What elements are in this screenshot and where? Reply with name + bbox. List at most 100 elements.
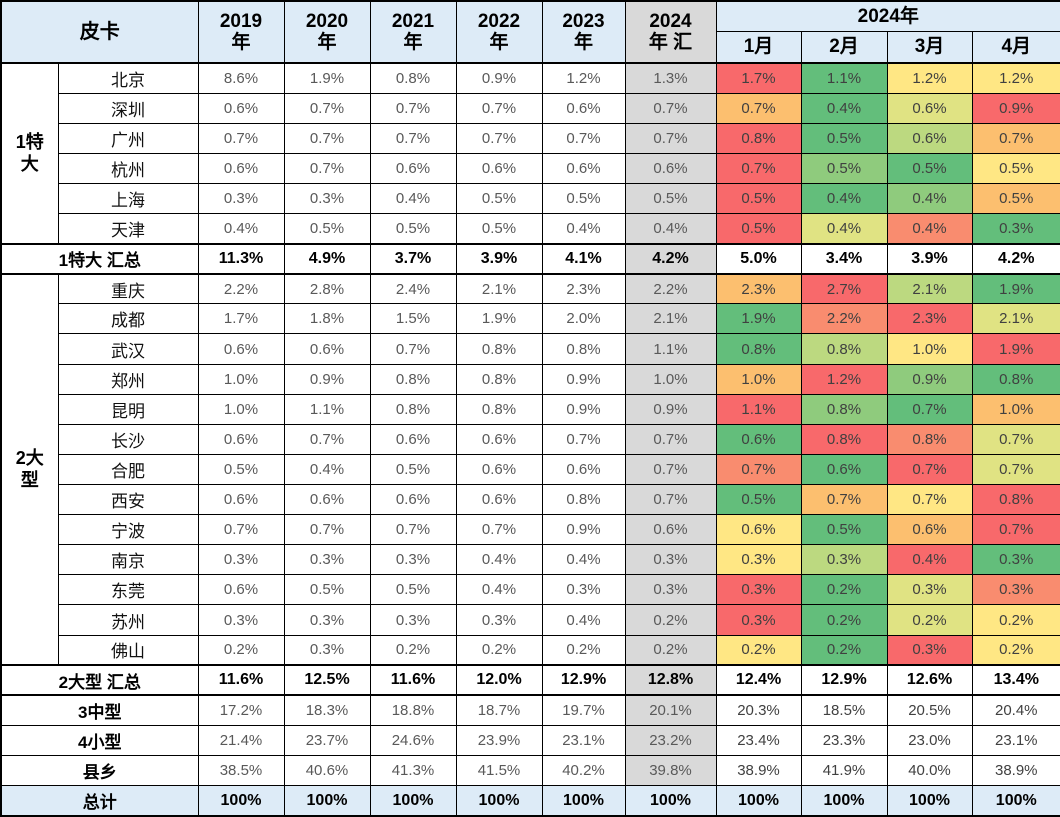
year-value-cell: 3.9% — [455, 242, 543, 275]
month-value-cell: 0.2% — [971, 634, 1060, 666]
city-cell: 重庆 — [57, 272, 199, 305]
month-value-cell: 38.9% — [715, 755, 802, 787]
year-value-cell: 0.6% — [624, 514, 717, 546]
year-value-cell: 12.9% — [541, 664, 626, 696]
month-value-cell: 1.1% — [800, 61, 888, 94]
year-value-cell: 0.7% — [369, 333, 457, 365]
city-cell: 苏州 — [57, 604, 199, 636]
month-value-cell: 0.3% — [971, 213, 1060, 245]
table-row: 杭州 0.6% 0.7% 0.6% 0.6% 0.6% 0.6% 0.7% 0.5% 0.5% 0.… — [1, 152, 1060, 184]
year-bottom: 年 — [231, 32, 251, 53]
city-cell: 天津 — [57, 213, 199, 245]
month-value-cell: 0.7% — [715, 152, 802, 184]
month-value-cell: 100% — [886, 785, 973, 817]
year-value-cell: 2.1% — [624, 303, 717, 335]
year-value-cell: 0.6% — [455, 152, 543, 184]
year-value-cell: 0.4% — [541, 604, 626, 636]
year-value-cell: 1.3% — [624, 61, 717, 94]
year-value-cell: 11.3% — [197, 242, 285, 275]
year-value-cell: 0.3% — [283, 604, 371, 636]
month-value-cell: 0.5% — [800, 122, 888, 154]
month-value-cell: 100% — [971, 785, 1060, 817]
year-value-cell: 0.7% — [369, 514, 457, 546]
year-value-cell: 0.6% — [197, 574, 285, 606]
year-value-cell: 0.8% — [541, 484, 626, 516]
year-value-cell: 0.4% — [197, 213, 285, 245]
year-value-cell: 2.2% — [624, 272, 717, 305]
month-value-cell: 0.9% — [886, 363, 973, 395]
year-value-cell: 0.7% — [624, 453, 717, 486]
year-value-cell: 1.9% — [283, 61, 371, 94]
month-value-cell: 0.8% — [800, 423, 888, 455]
section-label-cell: 县乡 — [0, 755, 199, 787]
year-value-cell: 0.3% — [369, 604, 457, 636]
year-value-cell: 0.3% — [455, 604, 543, 636]
year-value-cell: 0.6% — [197, 484, 285, 516]
year-value-cell: 0.7% — [541, 122, 626, 154]
table-row: 东莞 0.6% 0.5% 0.5% 0.4% 0.3% 0.3% 0.3% 0.2% 0.3% 0.… — [1, 574, 1060, 606]
year-value-cell: 0.3% — [283, 182, 371, 215]
year-value-cell: 11.6% — [369, 664, 457, 696]
table-row: 2大型 汇总 11.6% 12.5% 11.6% 12.0% 12.9% 12.8% 12.4… — [0, 664, 1060, 696]
year-value-cell: 0.7% — [197, 514, 285, 546]
year-value-cell: 0.3% — [541, 574, 626, 606]
month-value-cell: 0.6% — [715, 514, 802, 546]
year-value-cell: 0.2% — [197, 634, 285, 666]
month-value-cell: 0.3% — [715, 574, 802, 606]
month-value-cell: 0.6% — [886, 122, 973, 154]
year-value-cell: 0.5% — [197, 453, 285, 486]
month-value-cell: 12.9% — [800, 664, 888, 696]
year-top: 2021 — [391, 11, 435, 32]
summary-label-cell: 2大型 汇总 — [0, 664, 199, 696]
year-value-cell: 100% — [369, 785, 457, 817]
col-header-month-3: 3月 — [886, 30, 973, 64]
month-value-cell: 0.3% — [886, 574, 973, 606]
year-value-cell: 0.6% — [283, 333, 371, 365]
year-top: 2024 — [649, 11, 692, 32]
year-value-cell: 100% — [541, 785, 626, 817]
month-value-cell: 2.1% — [971, 303, 1060, 335]
year-value-cell: 1.8% — [283, 303, 371, 335]
year-value-cell: 0.2% — [541, 634, 626, 666]
month-value-cell: 1.2% — [886, 61, 973, 94]
city-cell: 武汉 — [57, 333, 199, 365]
year-value-cell: 0.6% — [197, 333, 285, 365]
year-value-cell: 0.7% — [369, 92, 457, 124]
year-value-cell: 23.1% — [541, 724, 626, 757]
year-value-cell: 0.4% — [624, 213, 717, 245]
month-value-cell: 0.5% — [715, 484, 802, 516]
col-header-2021: 2021 年 — [369, 0, 457, 64]
table-row: 广州 0.7% 0.7% 0.7% 0.7% 0.7% 0.7% 0.8% 0.5% 0.6% 0.… — [1, 122, 1060, 154]
table-row: 合肥 0.5% 0.4% 0.5% 0.6% 0.6% 0.7% 0.7% 0.6% 0.7% 0.… — [1, 453, 1060, 486]
year-value-cell: 0.8% — [369, 61, 457, 94]
year-value-cell: 1.1% — [624, 333, 717, 365]
year-value-cell: 0.4% — [541, 213, 626, 245]
year-value-cell: 0.7% — [283, 92, 371, 124]
year-value-cell: 0.3% — [283, 634, 371, 666]
month-value-cell: 12.4% — [715, 664, 802, 696]
month-value-cell: 2.3% — [886, 303, 973, 335]
month-value-cell: 0.8% — [886, 423, 973, 455]
month-value-cell: 0.3% — [715, 604, 802, 636]
year-value-cell: 0.6% — [283, 484, 371, 516]
city-cell: 深圳 — [57, 92, 199, 124]
year-value-cell: 41.5% — [455, 755, 543, 787]
month-value-cell: 0.4% — [886, 213, 973, 245]
year-value-cell: 2.3% — [541, 272, 626, 305]
table-row: 1特大 汇总 11.3% 4.9% 3.7% 3.9% 4.1% 4.2% 5.0% 3.4% 3… — [0, 242, 1060, 275]
year-value-cell: 0.5% — [369, 453, 457, 486]
year-value-cell: 2.2% — [197, 272, 285, 305]
year-value-cell: 17.2% — [197, 694, 285, 726]
year-value-cell: 100% — [624, 785, 717, 817]
year-value-cell: 2.0% — [541, 303, 626, 335]
year-bottom: 年 — [317, 32, 337, 53]
table-row: 总计 100% 100% 100% 100% 100% 100% 100% 100% 100% 10… — [0, 785, 1060, 817]
month-value-cell: 23.0% — [886, 724, 973, 757]
year-value-cell: 19.7% — [541, 694, 626, 726]
header-row-1: 皮卡 2019 年 2020 年 2021 年 2022 年 2023 年 2024 年 汇… — [0, 0, 1060, 64]
city-cell: 杭州 — [57, 152, 199, 184]
month-value-cell: 0.8% — [715, 122, 802, 154]
city-cell: 广州 — [57, 122, 199, 154]
year-value-cell: 0.7% — [624, 92, 717, 124]
table-row: 长沙 0.6% 0.7% 0.6% 0.6% 0.7% 0.7% 0.6% 0.8% 0.8% 0.… — [1, 423, 1060, 455]
